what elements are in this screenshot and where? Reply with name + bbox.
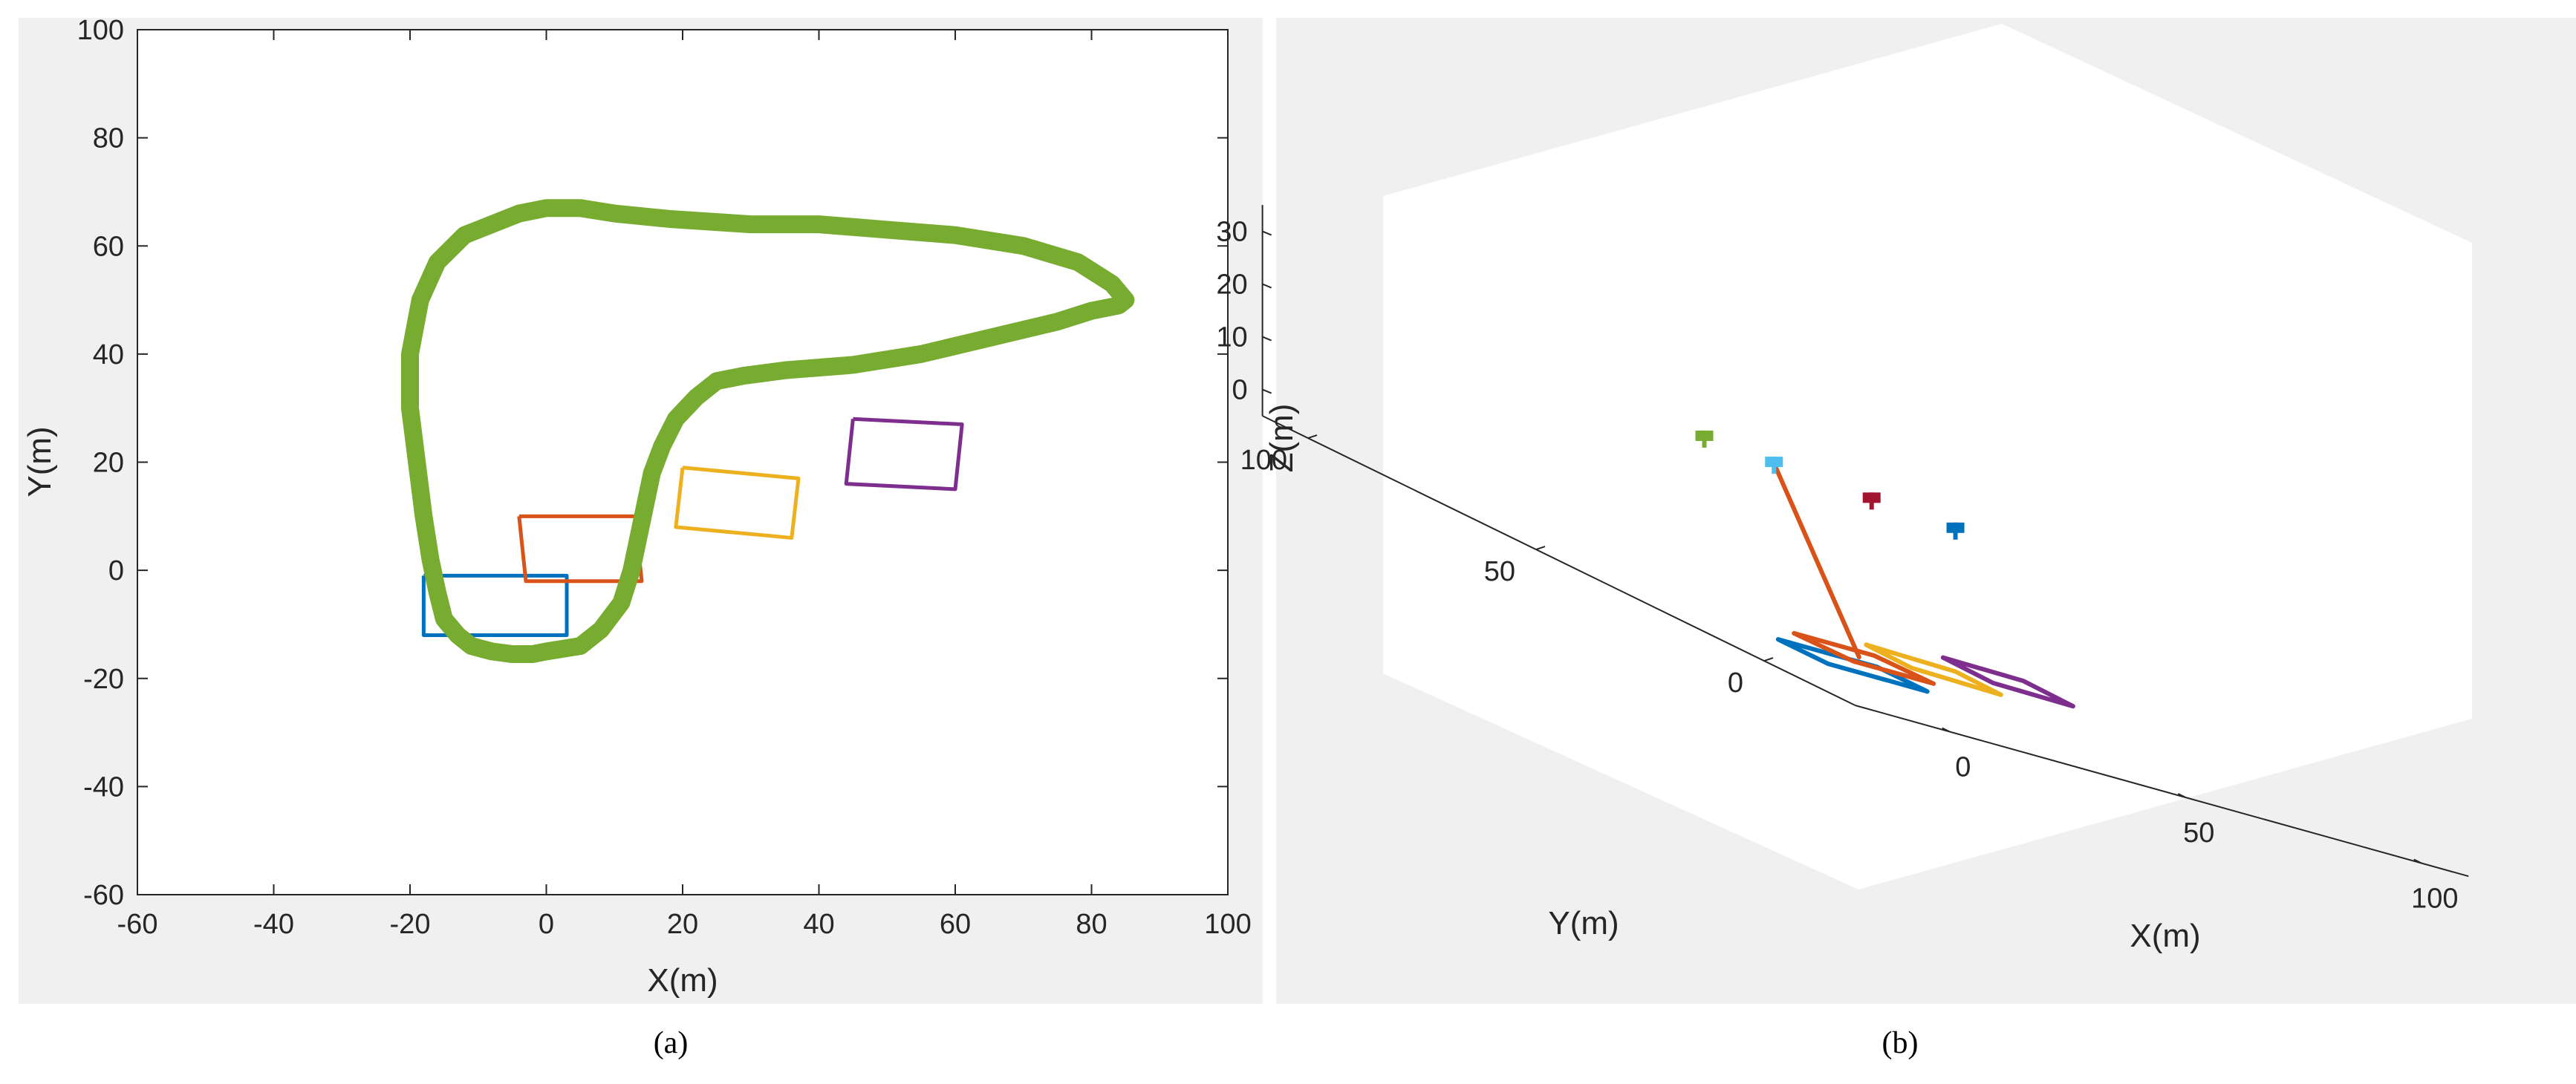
panel-b-z-tick-label: 30 — [1216, 217, 1247, 248]
panel-a-y-tick-label: 0 — [108, 555, 124, 587]
panel-a-rectangle-orange — [517, 514, 644, 584]
panel-b: 0 10 20 30 0 50 100 0 50 100 X(m) Y(m) Z(m) (b) — [1216, 18, 2576, 1060]
panel-b-rectangle-yellow — [1864, 642, 2003, 697]
panel-a-x-tick-label: 60 — [940, 909, 971, 940]
panel-a-y-tick-label: 40 — [93, 339, 124, 370]
panel-b-z-tick-mark — [1262, 388, 1272, 394]
panel-a-y-tick-label: 60 — [93, 231, 124, 262]
panel-b-x-tick-mark — [2413, 858, 2422, 864]
panel-a-x-tick-label: -40 — [253, 909, 294, 940]
panel-b-z-tick-label: 20 — [1216, 270, 1247, 301]
panel-a-x-ticks: -60 -40 -20 0 20 40 60 80 100 — [117, 30, 1252, 940]
panel-b-z-tick-mark — [1262, 283, 1272, 289]
panel-a-x-axis-label: X(m) — [647, 962, 718, 999]
panel-a-plot-area — [401, 199, 1135, 663]
panel-b-x-axis-line — [1855, 705, 2469, 878]
panel-b-x-tick-label: 0 — [1955, 752, 1971, 783]
panel-b-y-tick-label: 0 — [1728, 667, 1743, 699]
panel-a-x-tick-label: 80 — [1076, 909, 1107, 940]
panel-a-y-tick-label: -40 — [83, 771, 124, 803]
panel-a-y-tick-label: -20 — [83, 664, 124, 695]
panel-b-y-tick-label: 100 — [1240, 445, 1287, 476]
panel-b-y-tick-label: 50 — [1484, 556, 1515, 587]
panel-b-axis-lines — [1261, 205, 2469, 878]
panel-a-x-tick-label: 100 — [1204, 909, 1251, 940]
panel-a-caption: (a) — [654, 1026, 689, 1060]
panel-b-rectangle-purple — [1940, 655, 2075, 709]
panel-a-rectangle-blue — [421, 573, 569, 637]
panel-a-x-tick-label: 0 — [539, 909, 554, 940]
panel-b-x-tick-mark — [1942, 727, 1951, 733]
panel-b-x-axis-label: X(m) — [2130, 918, 2200, 954]
panel-a-y-ticks: -60 -40 -20 0 20 40 60 80 100 — [77, 15, 1228, 911]
panel-b-y-axis-line — [1262, 415, 1856, 706]
panel-a-y-tick-label: 100 — [77, 15, 124, 46]
panel-a-x-tick-label: 40 — [803, 909, 834, 940]
panel-a: -60 -40 -20 0 20 40 60 80 100 -60-40-20020406080… — [19, 15, 1263, 1060]
panel-a-rectangle-yellow — [674, 466, 801, 540]
panel-a-y-tick-label: -60 — [83, 880, 124, 911]
panel-b-rectangle-orange — [1792, 630, 1936, 686]
panel-a-x-tick-label: -60 — [117, 909, 158, 940]
panel-b-x-tick-label: 100 — [2411, 884, 2458, 915]
panel-b-z-tick-mark — [1262, 230, 1272, 236]
panel-b-y-tick-mark — [1307, 434, 1318, 440]
panel-b-x-tick-mark — [2177, 793, 2186, 798]
panel-b-ticks: 0 10 20 30 0 50 100 0 50 100 — [1216, 217, 2458, 915]
panel-b-axes-bg — [1383, 24, 2472, 889]
panel-b-y-tick-mark — [1763, 657, 1774, 662]
panel-a-x-tick-label: -20 — [390, 909, 431, 940]
panel-a-rectangle-purple — [844, 417, 964, 492]
panel-b-y-axis-label: Y(m) — [1548, 905, 1619, 941]
panel-b-y-tick-mark — [1535, 546, 1546, 551]
panel-b-caption: (b) — [1882, 1026, 1919, 1060]
panel-a-axes-bg — [137, 29, 1229, 895]
panel-b-x-tick-label: 50 — [2183, 817, 2214, 849]
panel-a-trajectory-line — [401, 199, 1135, 663]
panel-b-plot-area — [1695, 430, 2075, 709]
panel-b-line-orange — [1772, 461, 1861, 660]
panel-a-x-tick-label: 20 — [667, 909, 698, 940]
panel-a-y-axis-label: Y(m) — [22, 426, 58, 497]
panel-a-y-tick-label: 80 — [93, 123, 124, 154]
panel-b-z-tick-label: 0 — [1232, 375, 1247, 406]
panel-b-z-tick-mark — [1262, 336, 1272, 342]
panel-b-z-tick-label: 10 — [1216, 322, 1247, 353]
panel-b-z-axis-label: Z(m) — [1263, 404, 1300, 473]
panel-a-y-tick-label: 20 — [93, 448, 124, 479]
